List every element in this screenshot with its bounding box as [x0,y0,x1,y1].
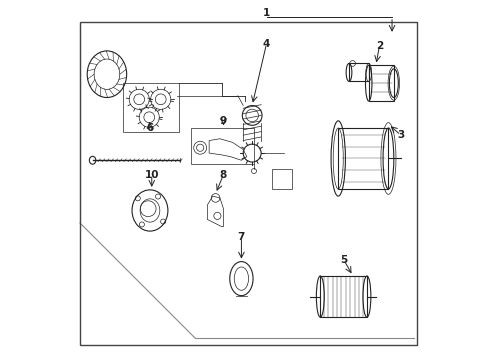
Text: 10: 10 [145,170,159,180]
Bar [338,128,389,189]
Text: 5: 5 [340,255,347,265]
Text: 8: 8 [220,170,227,180]
Bar [320,276,367,317]
Text: 4: 4 [263,39,270,49]
Bar [272,169,292,189]
Text: 9: 9 [220,116,227,126]
Text: 1: 1 [263,8,270,18]
Bar [349,63,368,81]
Text: 7: 7 [238,232,245,242]
Bar [368,65,394,101]
Text: 3: 3 [397,130,405,140]
Bar [123,83,179,132]
Text: 6: 6 [147,123,153,133]
Text: 2: 2 [376,41,383,50]
Bar [191,128,254,164]
